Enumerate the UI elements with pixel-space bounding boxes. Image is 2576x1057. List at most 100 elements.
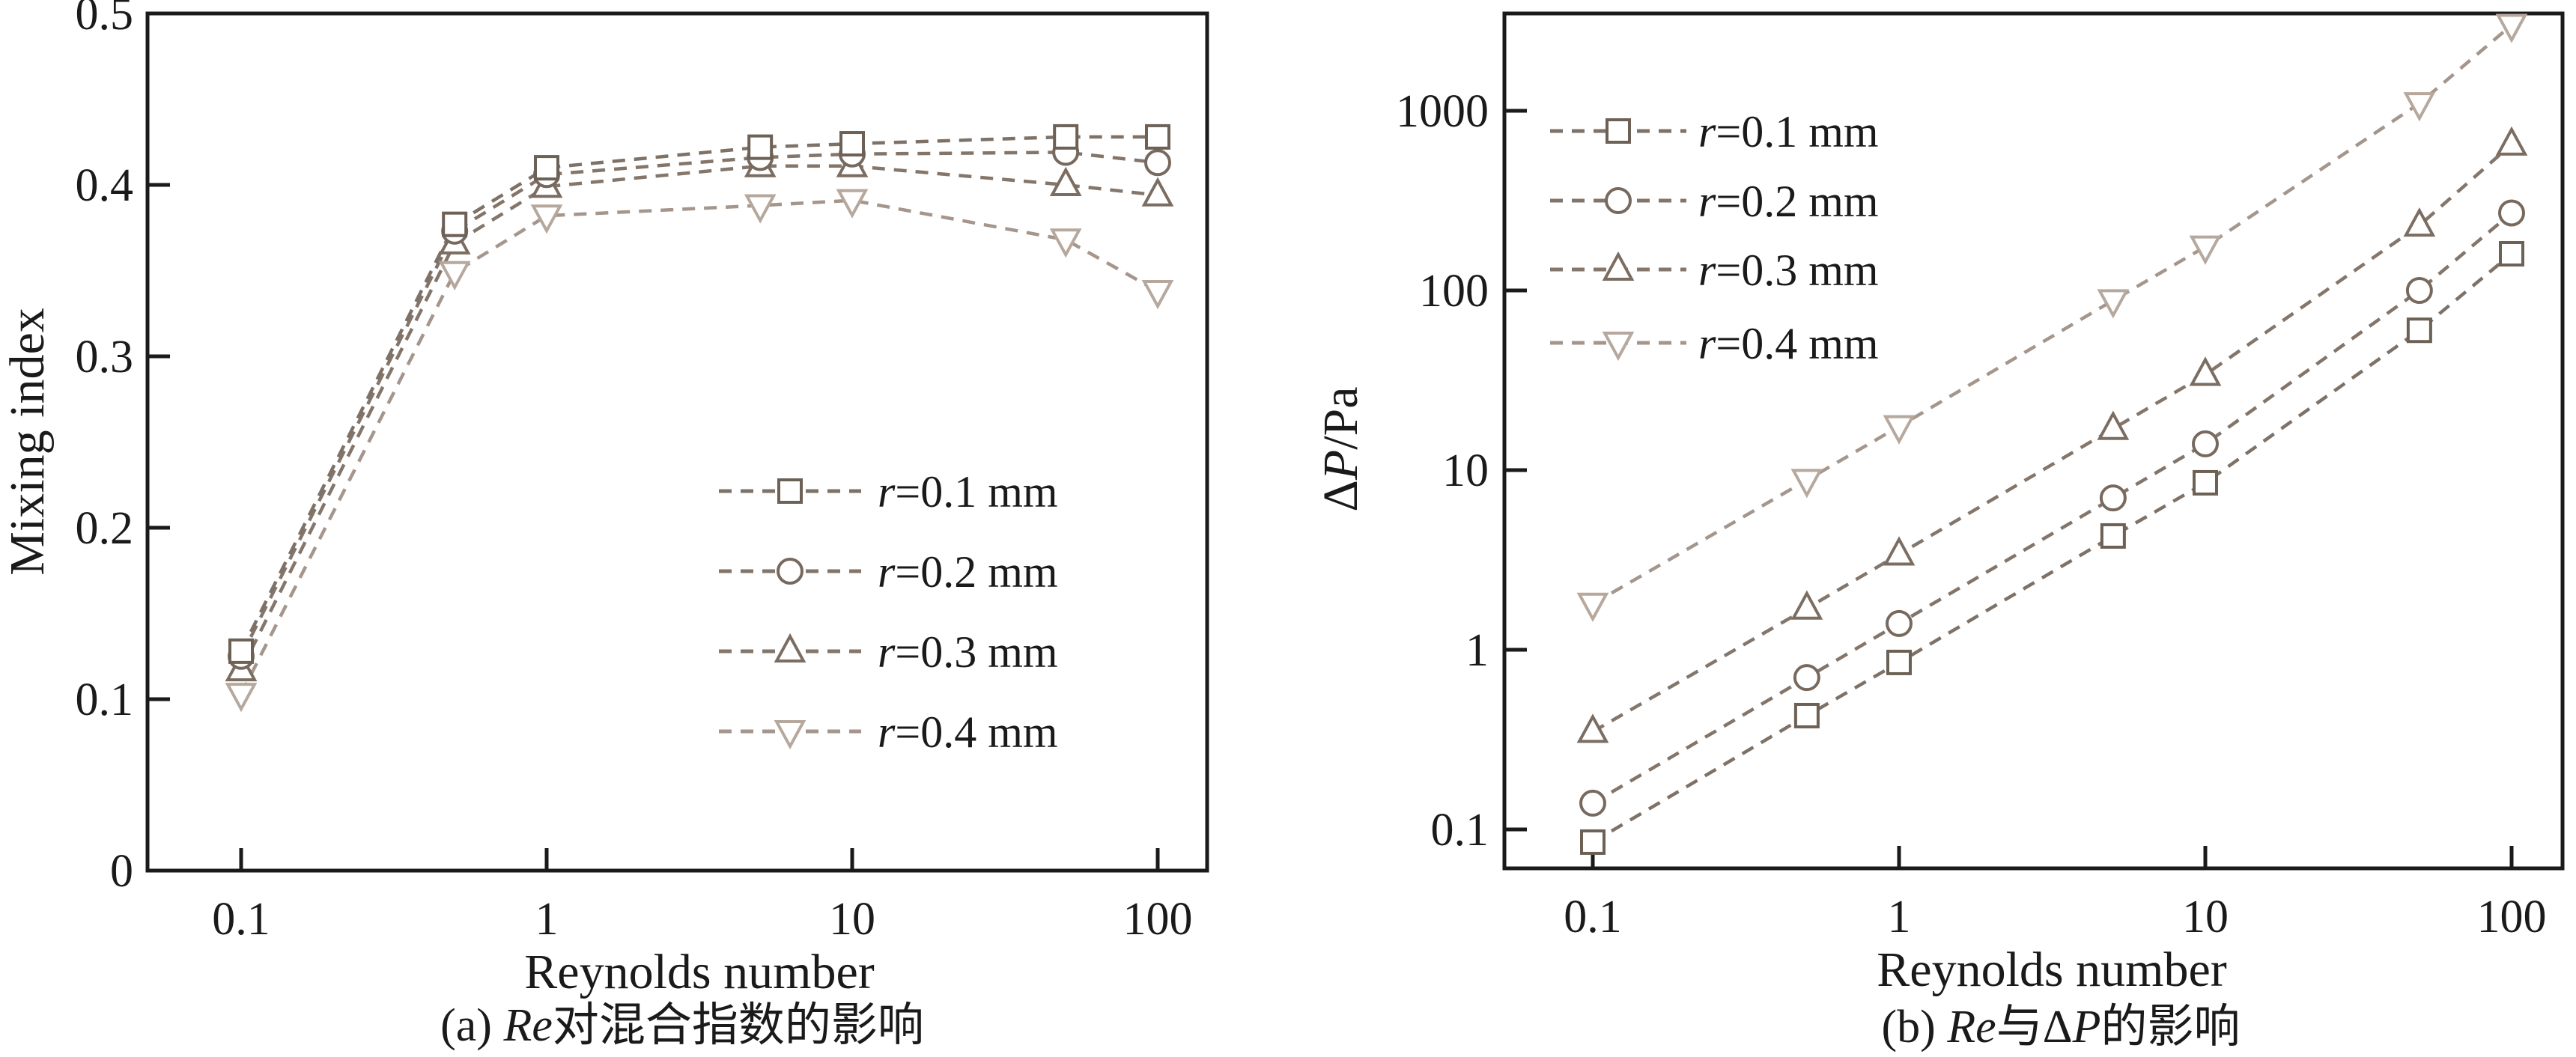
legend-item-r-0-2-mm: r=0.2 mm [719, 547, 1058, 597]
triangle-up-marker [1141, 177, 1174, 207]
square-marker [228, 638, 254, 664]
legend-label: r=0.2 mm [1698, 177, 1879, 226]
x-tick-label: 100 [2477, 892, 2547, 942]
y-tick-label: 1 [1465, 625, 1489, 676]
square-marker [2499, 241, 2524, 267]
triangle-down-marker [2495, 13, 2528, 43]
legend-triangle-down-marker [1602, 332, 1635, 362]
legend-label: r=0.4 mm [1698, 319, 1879, 368]
x-tick-label: 100 [1123, 894, 1193, 945]
square-marker [2193, 469, 2218, 496]
x-tick-label: 1 [535, 894, 559, 945]
circle-marker [2405, 277, 2433, 304]
series-line-r-0-2-mm [1591, 211, 2513, 805]
triangle-down-marker [1883, 415, 1916, 445]
x-axis-label: Reynolds number [524, 945, 874, 999]
y-tick-label: 0.5 [76, 0, 134, 40]
square-marker [839, 131, 865, 157]
chart-svg-b: 0.1 1 10 100 0.1 1 10 100 1000 r=0.1 mm r=0.2 mm r=… [1313, 11, 2565, 1053]
legend-label: r=0.1 mm [1698, 107, 1879, 156]
circle-marker [1579, 789, 1606, 817]
triangle-down-marker [836, 189, 869, 219]
legend-square-marker [777, 478, 803, 504]
triangle-up-marker [2189, 356, 2222, 386]
legend-label: r=0.3 mm [878, 627, 1058, 677]
triangle-up-marker [1049, 166, 1082, 196]
y-tick-label: 0.3 [76, 332, 134, 383]
y-tick-label: 0.1 [1431, 805, 1489, 856]
legend-item-r-0-1-mm: r=0.1 mm [719, 467, 1058, 517]
triangle-down-marker [438, 261, 471, 290]
circle-marker [1793, 664, 1820, 692]
circle-marker [2099, 484, 2127, 512]
triangle-down-marker [1576, 592, 1609, 622]
circle-marker [2498, 199, 2525, 227]
triangle-down-marker [2403, 92, 2436, 122]
legend-label: r=0.3 mm [1698, 246, 1879, 295]
series-line-r-0-4-mm [239, 198, 1159, 695]
triangle-down-marker [744, 194, 777, 224]
triangle-down-marker [2189, 235, 2222, 265]
square-marker [1793, 702, 1820, 728]
legend-label: r=0.4 mm [878, 707, 1058, 757]
x-tick-label: 10 [829, 894, 875, 945]
x-tick-label: 0.1 [212, 894, 270, 945]
square-marker [2406, 317, 2432, 344]
y-axis-label: Mixing index [0, 308, 55, 576]
x-tick-label: 10 [2182, 892, 2229, 942]
legend-square-marker [1606, 118, 1631, 144]
legend-triangle-up-marker [774, 633, 806, 662]
y-tick-label: 0 [110, 846, 133, 897]
triangle-up-marker [1883, 536, 1916, 566]
y-tick-label: 10 [1442, 445, 1489, 496]
square-marker [1886, 649, 1912, 675]
square-marker [442, 211, 468, 237]
x-tick-label: 0.1 [1564, 892, 1622, 942]
panel-caption: (b) Re与ΔP的影响 [1882, 1002, 2241, 1053]
triangle-down-marker [530, 204, 563, 234]
x-axis-label: Reynolds number [1877, 942, 2226, 997]
legend-item-r-0-3-mm: r=0.3 mm [719, 627, 1058, 677]
y-tick-label: 1000 [1396, 86, 1489, 137]
square-marker [747, 134, 774, 160]
square-marker [534, 155, 559, 181]
triangle-up-marker [2403, 207, 2436, 237]
legend-item-r-0-1-mm: r=0.1 mm [1550, 107, 1879, 156]
legend-circle-marker [777, 558, 804, 585]
legend-circle-marker [1605, 187, 1632, 214]
series-line-r-0-3-mm [1591, 143, 2513, 734]
square-marker [1053, 124, 1079, 150]
legend-item-r-0-2-mm: r=0.2 mm [1550, 177, 1879, 226]
square-marker [2100, 523, 2126, 549]
square-marker [1145, 124, 1170, 150]
triangle-up-marker [1790, 590, 1823, 620]
circle-marker [2192, 430, 2219, 457]
triangle-up-marker [1576, 713, 1609, 743]
circle-marker [1144, 149, 1171, 177]
legend-label: r=0.2 mm [878, 547, 1058, 597]
circle-marker [1886, 609, 1913, 637]
panel-caption: (a) Re对混合指数的影响 [440, 1000, 924, 1051]
chart-svg-a: 0.1 1 10 100 0 0.1 0.2 0.3 0.4 0.5 r=0.1 mm r=0.2 m… [0, 0, 1209, 1051]
chart-panel-a-mixing-index: 0.1 1 10 100 0 0.1 0.2 0.3 0.4 0.5 r=0.1 mm r=0.2 m… [0, 0, 1209, 1051]
y-tick-label: 0.1 [76, 674, 134, 725]
triangle-up-marker [2495, 126, 2528, 156]
legend-item-r-0-4-mm: r=0.4 mm [719, 707, 1058, 757]
triangle-down-marker [2097, 289, 2130, 319]
y-axis-label: ΔP/Pa [1313, 386, 1368, 511]
triangle-down-marker [225, 683, 258, 713]
plot-frame [145, 11, 1209, 873]
plot-frame [1502, 11, 2565, 871]
y-tick-label: 100 [1419, 266, 1489, 317]
triangle-down-marker [1790, 469, 1823, 499]
square-marker [1580, 829, 1606, 855]
legend-item-r-0-3-mm: r=0.3 mm [1550, 246, 1879, 295]
triangle-up-marker [2097, 410, 2130, 440]
chart-panel-b-pressure-drop: 0.1 1 10 100 0.1 1 10 100 1000 r=0.1 mm r=0.2 mm r=… [1288, 0, 2576, 1057]
triangle-down-marker [1049, 228, 1082, 258]
legend-triangle-up-marker [1602, 251, 1635, 281]
triangle-down-marker [1141, 279, 1174, 310]
legend-label: r=0.1 mm [878, 467, 1058, 517]
legend-triangle-down-marker [774, 720, 806, 750]
